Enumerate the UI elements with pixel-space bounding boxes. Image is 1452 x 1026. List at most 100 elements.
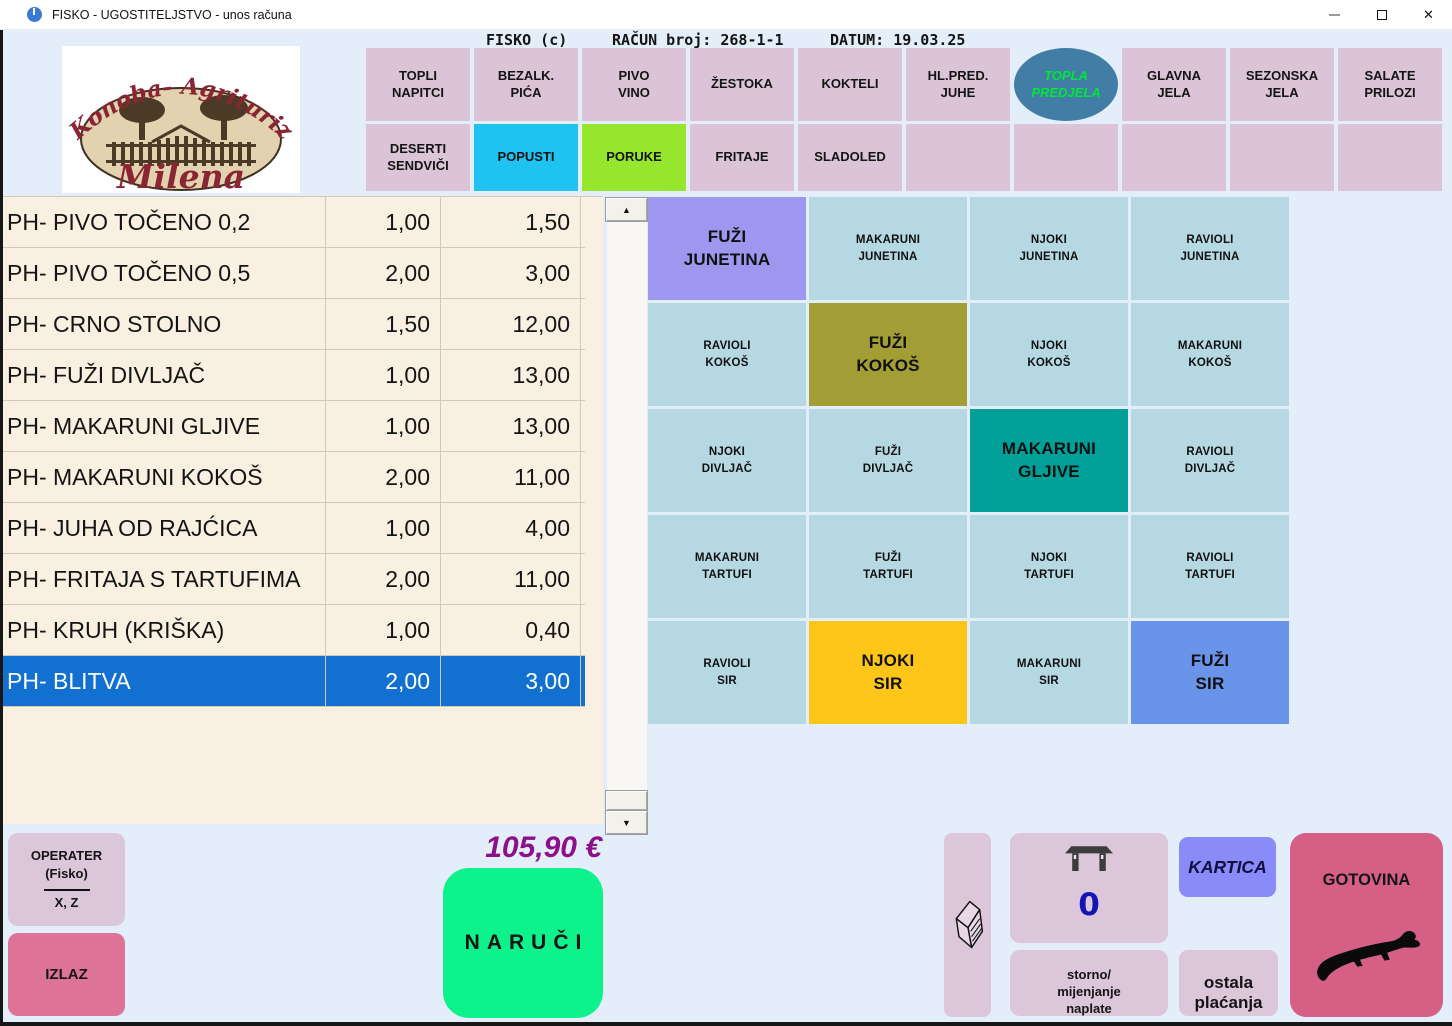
order-item-price: 11,00 bbox=[440, 452, 581, 502]
receipt-date: DATUM: 19.03.25 bbox=[830, 31, 966, 49]
order-item-name: PH- FUŽI DIVLJAČ bbox=[7, 361, 206, 388]
order-item-name: PH- CRNO STOLNO bbox=[7, 310, 222, 337]
product-button-makaruni-junetina[interactable]: MAKARUNI JUNETINA bbox=[809, 197, 967, 300]
product-button-njoki-tartufi[interactable]: NJOKI TARTUFI bbox=[970, 515, 1128, 618]
product-label: MAKARUNI GLJIVE bbox=[1001, 438, 1097, 481]
category-label: FRITAJE bbox=[715, 149, 769, 165]
scroll-up-button[interactable]: ▲ bbox=[605, 197, 648, 222]
category-button-empty[interactable] bbox=[1014, 124, 1118, 191]
product-button-makaruni-sir[interactable]: MAKARUNI SIR bbox=[970, 621, 1128, 724]
category-button-topli-napitci[interactable]: TOPLI NAPITCI bbox=[366, 48, 470, 121]
product-button-makaruni-gljive[interactable]: MAKARUNI GLJIVE bbox=[970, 409, 1128, 512]
scroll-track[interactable] bbox=[607, 222, 647, 790]
register-button[interactable] bbox=[944, 833, 991, 1017]
category-button-hl-pred-juhe[interactable]: HL.PRED. JUHE bbox=[906, 48, 1010, 121]
close-button[interactable]: ✕ bbox=[1405, 0, 1452, 30]
order-row[interactable]: PH- FRITAJA S TARTUFIMA 2,00 11,00 bbox=[3, 554, 585, 605]
product-button-ravioli-divljac[interactable]: RAVIOLI DIVLJAČ bbox=[1131, 409, 1289, 512]
product-label: RAVIOLI SIR bbox=[703, 657, 751, 687]
product-button-makaruni-tartufi[interactable]: MAKARUNI TARTUFI bbox=[648, 515, 806, 618]
product-button-ravioli-sir[interactable]: RAVIOLI SIR bbox=[648, 621, 806, 724]
category-label: KOKTELI bbox=[821, 76, 879, 92]
category-button-empty[interactable] bbox=[1338, 124, 1442, 191]
receipt-header: FISKO (c) RAČUN broj: 268-1-1 DATUM: 19.… bbox=[0, 31, 1452, 49]
operator-button[interactable]: OPERATER (Fisko) X, Z bbox=[8, 833, 125, 926]
category-button-popusti[interactable]: POPUSTI bbox=[474, 124, 578, 191]
order-row[interactable]: PH- KRUH (KRIŠKA) 1,00 0,40 bbox=[3, 605, 585, 656]
order-row[interactable]: PH- BLITVA 2,00 3,00 bbox=[3, 656, 585, 707]
arrow-down-icon: ▼ bbox=[622, 817, 631, 828]
order-row[interactable]: PH- PIVO TOČENO 0,2 1,00 1,50 bbox=[3, 197, 585, 248]
order-row[interactable]: PH- JUHA OD RAJĆICA 1,00 4,00 bbox=[3, 503, 585, 554]
cash-payment-button[interactable]: GOTOVINA bbox=[1290, 833, 1443, 1017]
window-title: FISKO - UGOSTITELJSTVO - unos računa bbox=[52, 7, 292, 22]
order-item-name: PH- MAKARUNI GLJIVE bbox=[7, 412, 261, 439]
product-button-njoki-junetina[interactable]: NJOKI JUNETINA bbox=[970, 197, 1128, 300]
order-row[interactable]: PH- PIVO TOČENO 0,5 2,00 3,00 bbox=[3, 248, 585, 299]
card-payment-button[interactable]: KARTICA bbox=[1179, 837, 1276, 897]
product-button-fuzi-divljac[interactable]: FUŽI DIVLJAČ bbox=[809, 409, 967, 512]
order-submit-button[interactable]: NARUČI bbox=[443, 868, 603, 1018]
category-button-poruke[interactable]: PORUKE bbox=[582, 124, 686, 191]
category-button-glavna-jela[interactable]: GLAVNA JELA bbox=[1122, 48, 1226, 121]
category-label: ŽESTOKA bbox=[711, 76, 773, 92]
order-row[interactable]: PH- MAKARUNI GLJIVE 1,00 13,00 bbox=[3, 401, 585, 452]
order-item-qty: 1,00 bbox=[325, 503, 440, 553]
other-payments-label: ostala plaćanja bbox=[1194, 972, 1263, 1013]
category-label: TOPLA PREDJELA bbox=[1031, 67, 1101, 100]
product-grid: FUŽI JUNETINA MAKARUNI JUNETINA NJOKI JUNE… bbox=[648, 197, 1289, 724]
scroll-thumb[interactable] bbox=[605, 790, 648, 811]
product-button-fuzi-kokos[interactable]: FUŽI KOKOŠ bbox=[809, 303, 967, 406]
window-border-bottom bbox=[0, 1022, 1452, 1026]
minimize-button[interactable] bbox=[1311, 0, 1358, 30]
maximize-button[interactable] bbox=[1358, 0, 1405, 30]
product-label: NJOKI KOKOŠ bbox=[1027, 339, 1071, 369]
product-label: NJOKI SIR bbox=[861, 650, 915, 693]
product-button-njoki-kokos[interactable]: NJOKI KOKOŠ bbox=[970, 303, 1128, 406]
order-item-qty: 2,00 bbox=[325, 554, 440, 604]
order-item-name: PH- FRITAJA S TARTUFIMA bbox=[7, 565, 301, 592]
category-button-deserti-sendvici[interactable]: DESERTI SENDVIČI bbox=[366, 124, 470, 191]
product-button-ravioli-kokos[interactable]: RAVIOLI KOKOŠ bbox=[648, 303, 806, 406]
product-button-njoki-divljac[interactable]: NJOKI DIVLJAČ bbox=[648, 409, 806, 512]
category-button-kokteli[interactable]: KOKTELI bbox=[798, 48, 902, 121]
product-button-fuzi-junetina[interactable]: FUŽI JUNETINA bbox=[648, 197, 806, 300]
storno-button[interactable]: storno/ mijenjanje naplate bbox=[1010, 950, 1168, 1016]
order-item-qty: 2,00 bbox=[325, 452, 440, 502]
card-payment-label: KARTICA bbox=[1188, 856, 1267, 877]
product-button-ravioli-tartufi[interactable]: RAVIOLI TARTUFI bbox=[1131, 515, 1289, 618]
product-button-njoki-sir[interactable]: NJOKI SIR bbox=[809, 621, 967, 724]
category-button-salate-prilozi[interactable]: SALATE PRILOZI bbox=[1338, 48, 1442, 121]
order-item-qty: 1,00 bbox=[325, 197, 440, 247]
product-button-makaruni-kokos[interactable]: MAKARUNI KOKOŠ bbox=[1131, 303, 1289, 406]
category-button-zestoka[interactable]: ŽESTOKA bbox=[690, 48, 794, 121]
order-row[interactable]: PH- CRNO STOLNO 1,50 12,00 bbox=[3, 299, 585, 350]
exit-button[interactable]: IZLAZ bbox=[8, 933, 125, 1016]
category-button-bezalk-pica[interactable]: BEZALK. PIĆA bbox=[474, 48, 578, 121]
category-button-sezonska-jela[interactable]: SEZONSKA JELA bbox=[1230, 48, 1334, 121]
scroll-down-button[interactable]: ▼ bbox=[605, 810, 648, 835]
total-amount: 105,90 € bbox=[485, 831, 602, 864]
category-button-topla-predjela[interactable]: TOPLA PREDJELA bbox=[1014, 48, 1118, 121]
other-payments-button[interactable]: ostala plaćanja bbox=[1179, 950, 1278, 1016]
category-button-fritaje[interactable]: FRITAJE bbox=[690, 124, 794, 191]
category-row-1: TOPLI NAPITCI BEZALK. PIĆA PIVO VINO ŽESTOK… bbox=[366, 48, 1442, 121]
window-border-left bbox=[0, 30, 3, 1026]
category-button-empty[interactable] bbox=[1122, 124, 1226, 191]
category-button-empty[interactable] bbox=[906, 124, 1010, 191]
product-label: RAVIOLI DIVLJAČ bbox=[1184, 445, 1236, 475]
category-button-sladoled[interactable]: SLADOLED bbox=[798, 124, 902, 191]
order-item-qty: 1,00 bbox=[325, 350, 440, 400]
category-button-empty[interactable] bbox=[1230, 124, 1334, 191]
category-label: PIVO VINO bbox=[618, 67, 650, 100]
order-item-name: PH- PIVO TOČENO 0,2 bbox=[7, 208, 251, 235]
product-button-fuzi-tartufi[interactable]: FUŽI TARTUFI bbox=[809, 515, 967, 618]
product-label: FUŽI TARTUFI bbox=[863, 551, 913, 581]
product-button-fuzi-sir[interactable]: FUŽI SIR bbox=[1131, 621, 1289, 724]
category-button-pivo-vino[interactable]: PIVO VINO bbox=[582, 48, 686, 121]
tables-button[interactable]: 0 bbox=[1010, 833, 1168, 943]
product-button-ravioli-junetina[interactable]: RAVIOLI JUNETINA bbox=[1131, 197, 1289, 300]
order-row[interactable]: PH- MAKARUNI KOKOŠ 2,00 11,00 bbox=[3, 452, 585, 503]
order-item-name: PH- PIVO TOČENO 0,5 bbox=[7, 259, 251, 286]
order-row[interactable]: PH- FUŽI DIVLJAČ 1,00 13,00 bbox=[3, 350, 585, 401]
